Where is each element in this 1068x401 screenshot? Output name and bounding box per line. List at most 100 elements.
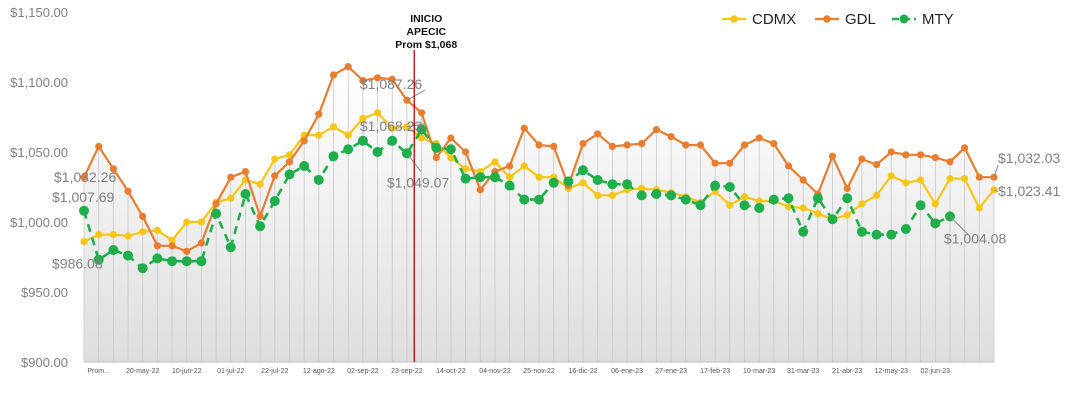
legend-label-mty: MTY [922, 11, 954, 28]
point-mty [622, 179, 633, 190]
point-mty [930, 218, 941, 229]
point-mty [798, 226, 809, 237]
point-gdl [432, 154, 440, 162]
y-tick-label: $1,100.00 [10, 75, 68, 90]
point-mty [343, 144, 354, 155]
point-mty [636, 190, 647, 201]
legend-label-cdmx: CDMX [752, 11, 796, 28]
point-mty [592, 175, 603, 185]
point-mty [915, 200, 926, 211]
point-gdl [506, 162, 514, 170]
point-cdmx [506, 173, 514, 181]
point-gdl [975, 173, 983, 181]
point-gdl [858, 155, 866, 163]
y-tick-label: $1,000.00 [10, 215, 68, 230]
point-gdl [388, 75, 396, 83]
point-gdl [256, 212, 264, 220]
point-cdmx [124, 232, 132, 240]
vertical-grid-lines [83, 66, 995, 362]
point-gdl [197, 239, 205, 247]
point-cdmx [153, 226, 161, 234]
point-cdmx [285, 151, 294, 159]
callout-leader [406, 123, 425, 128]
point-mty [416, 124, 427, 135]
point-gdl [740, 141, 749, 149]
y-axis-ticks: $900.00 $950.00 $1,000.00 $1,050.00 $1,100.0… [10, 5, 68, 370]
point-gdl [271, 172, 279, 180]
point-mty [519, 194, 530, 205]
point-cdmx [843, 211, 851, 219]
point-gdl [447, 134, 455, 142]
point-gdl [931, 154, 939, 162]
value-callout-cdmx: $1,023.41 [998, 183, 1060, 199]
point-gdl [344, 63, 352, 71]
point-mty [196, 256, 207, 267]
legend-marker-gdl [823, 15, 831, 23]
y-tick-label: $1,150.00 [10, 5, 68, 20]
point-gdl [784, 162, 793, 170]
value-callout-gdl: $1,032.26 [54, 169, 116, 185]
point-mty [269, 196, 280, 206]
point-cdmx [961, 175, 969, 183]
point-gdl [652, 126, 661, 134]
y-tick-label: $950.00 [21, 285, 68, 300]
series-layer [79, 63, 998, 274]
point-cdmx [917, 176, 925, 184]
point-mty [651, 189, 662, 199]
point-mty [387, 135, 398, 146]
point-cdmx [491, 158, 499, 166]
point-mty [548, 177, 559, 188]
value-callout-mty: $1,004.08 [944, 230, 1006, 246]
point-cdmx [359, 114, 367, 122]
x-tick-label: 01-jul-22 [217, 368, 244, 375]
point-gdl [418, 109, 426, 117]
callout-leader [406, 89, 426, 101]
point-cdmx [227, 194, 235, 202]
point-mty [695, 200, 706, 211]
x-tick-label: 25-nov-22 [523, 368, 555, 375]
point-gdl [711, 159, 719, 167]
point-cdmx [95, 231, 103, 239]
series-line-mty [82, 128, 951, 270]
point-mty [534, 194, 544, 205]
point-cdmx [139, 228, 147, 236]
point-gdl [300, 137, 308, 145]
point-gdl [828, 152, 837, 160]
callout-leader-lines [406, 89, 999, 235]
x-tick-label: 12-may-23 [875, 368, 909, 375]
x-tick-label: 31-mar-23 [787, 368, 819, 375]
point-cdmx [168, 236, 176, 244]
value-callouts: $1,032.26 $1,007.69 $986.08 $1,087.26 $1,068… [52, 76, 1060, 271]
point-mty [328, 151, 339, 162]
point-mty [739, 200, 750, 211]
point-cdmx [462, 165, 470, 173]
point-cdmx [887, 172, 895, 180]
point-cdmx [755, 197, 763, 205]
point-cdmx [329, 123, 338, 131]
point-cdmx [931, 200, 939, 208]
legend-label-gdl: GDL [845, 11, 876, 28]
point-cdmx [594, 191, 602, 199]
point-mty [812, 193, 823, 204]
point-mty [578, 165, 588, 176]
x-tick-label: 06-ene-23 [611, 368, 643, 375]
point-cdmx [740, 193, 749, 201]
x-tick-label: 23-sep-22 [391, 368, 423, 375]
y-tick-label: $1,050.00 [10, 145, 68, 160]
x-tick-label: 02-jun-23 [921, 368, 951, 375]
point-cdmx [902, 179, 910, 187]
point-mty [401, 148, 412, 159]
point-mty [871, 229, 882, 240]
point-cdmx [784, 203, 793, 211]
x-tick-label: 14-oct-22 [436, 368, 466, 375]
point-cdmx [858, 200, 866, 208]
point-gdl [403, 96, 411, 104]
point-gdl [241, 168, 250, 176]
x-tick-label: 12-ago-22 [303, 368, 335, 375]
point-gdl [212, 200, 220, 208]
x-tick-label: 22-jul-22 [261, 368, 288, 375]
point-gdl [873, 161, 881, 169]
x-tick-label: 10-jun-22 [172, 368, 202, 375]
point-cdmx [418, 134, 426, 142]
point-mty [372, 147, 383, 157]
